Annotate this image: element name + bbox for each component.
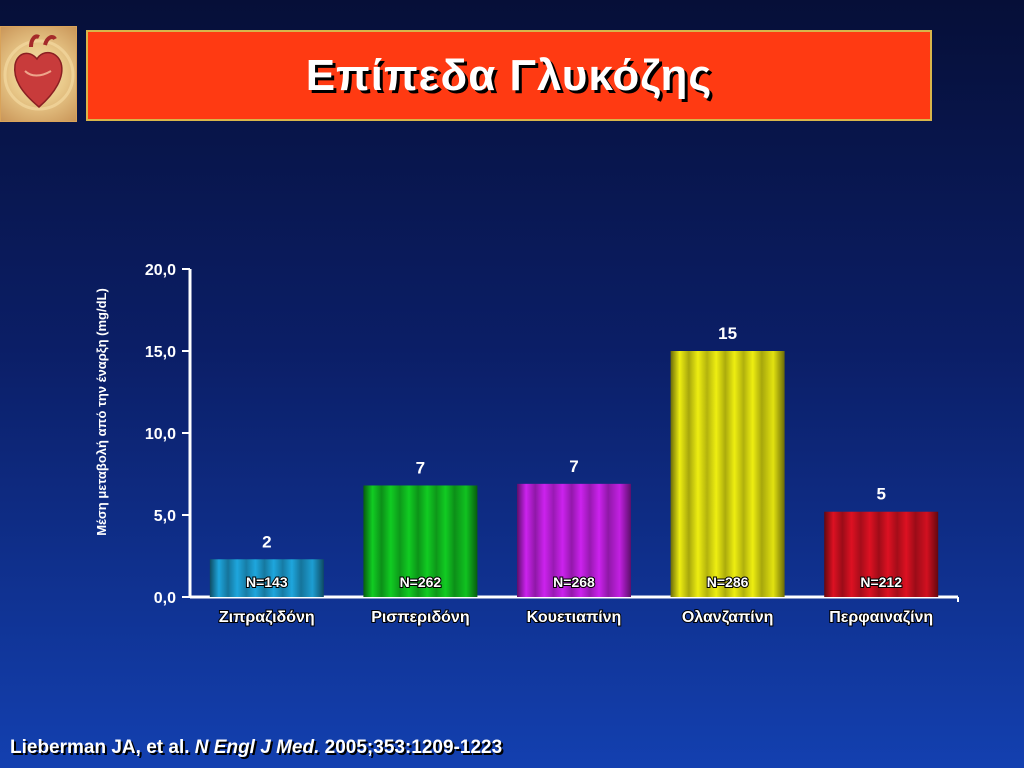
y-tick-label: 20,0 <box>145 262 176 279</box>
bar-n-label: N=286 <box>707 574 749 590</box>
y-tick-label: 15,0 <box>145 344 176 361</box>
y-tick-label: 5,0 <box>154 508 176 525</box>
x-category-label: Ολανζαπίνη <box>682 609 774 626</box>
y-tick-label: 10,0 <box>145 426 176 443</box>
bar-value-label: 5 <box>876 485 885 504</box>
bar-n-label: N=262 <box>400 574 442 590</box>
bar-n-label: N=212 <box>860 574 902 590</box>
x-category-label: Ρισπεριδόνη <box>371 609 469 626</box>
bar-n-label: N=143 <box>246 574 288 590</box>
bar-4 <box>670 351 785 597</box>
heart-logo-image <box>0 26 77 122</box>
bar-value-label: 7 <box>416 458 425 477</box>
citation-journal: N Engl J Med. <box>194 737 320 758</box>
bar-n-label: N=268 <box>553 574 595 590</box>
bar-1 <box>209 559 324 597</box>
title-banner: Επίπεδα Γλυκόζης <box>86 30 932 121</box>
bar-2 <box>363 485 478 597</box>
citation-details: 2005;353:1209-1223 <box>319 737 503 758</box>
x-category-label: Περφαιναζίνη <box>829 609 933 626</box>
x-category-label: Ζιπραζιδόνη <box>219 609 315 626</box>
citation: Lieberman JA, et al. N Engl J Med. 2005;… <box>10 737 502 759</box>
slide-title: Επίπεδα Γλυκόζης <box>305 50 713 100</box>
y-axis-title: Μέση μεταβολή από την έναρξη (mg/dL) <box>94 288 109 536</box>
bar-3 <box>517 483 631 597</box>
x-category-label: Κουετιαπίνη <box>527 609 622 626</box>
citation-authors: Lieberman JA, et al. <box>10 737 195 758</box>
bar-5 <box>824 511 939 597</box>
bar-value-label: 2 <box>262 532 271 551</box>
bar-value-label: 15 <box>718 324 737 343</box>
bar-value-label: 7 <box>569 457 578 476</box>
y-tick-label: 0,0 <box>154 590 176 607</box>
